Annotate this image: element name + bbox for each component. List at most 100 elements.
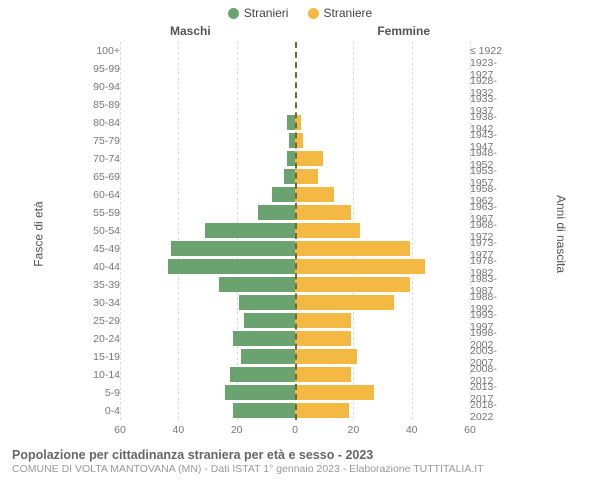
bar-female (295, 133, 303, 148)
table-row: 65-691953-1957 (70, 168, 520, 186)
bar-female (295, 295, 394, 310)
legend-female-label: Straniere (324, 6, 373, 20)
table-row: 95-991923-1927 (70, 60, 520, 78)
bar-female (295, 115, 301, 130)
age-label: 50-54 (70, 225, 126, 237)
legend-swatch-female (308, 8, 319, 19)
age-label: 0-4 (70, 405, 126, 417)
x-tick: 40 (406, 424, 418, 436)
legend: Stranieri Straniere (0, 0, 600, 24)
table-row: 85-891933-1937 (70, 96, 520, 114)
table-row: 15-192003-2007 (70, 348, 520, 366)
legend-male: Stranieri (228, 6, 289, 20)
age-label: 100+ (70, 45, 126, 57)
table-row: 5-92013-2017 (70, 384, 520, 402)
x-tick: 0 (292, 424, 298, 436)
bar-male (244, 313, 295, 328)
legend-male-label: Stranieri (244, 6, 289, 20)
chart-subtitle: COMUNE DI VOLTA MANTOVANA (MN) - Dati IS… (12, 463, 588, 475)
table-row: 0-4 2018-2022 (70, 402, 520, 420)
age-label: 30-34 (70, 297, 126, 309)
bar-pair (126, 169, 464, 184)
bar-female (295, 403, 349, 418)
age-label: 60-64 (70, 189, 126, 201)
legend-swatch-male (228, 8, 239, 19)
legend-female: Straniere (308, 6, 373, 20)
bar-male (258, 205, 295, 220)
age-label: 5-9 (70, 387, 126, 399)
table-row: 75-791943-1947 (70, 132, 520, 150)
table-row: 70-741948-1952 (70, 150, 520, 168)
bar-female (295, 385, 374, 400)
table-row: 60-641958-1962 (70, 186, 520, 204)
birth-label: 2018-2022 (464, 399, 520, 423)
bar-pair (126, 331, 464, 346)
bar-female (295, 331, 351, 346)
bar-pair (126, 349, 464, 364)
table-row: 90-941928-1932 (70, 78, 520, 96)
bar-pair (126, 241, 464, 256)
bar-pair (126, 313, 464, 328)
age-label: 25-29 (70, 315, 126, 327)
table-row: 80-841938-1942 (70, 114, 520, 132)
bar-pair (126, 187, 464, 202)
bar-male (171, 241, 295, 256)
age-label: 75-79 (70, 135, 126, 147)
age-label: 35-39 (70, 279, 126, 291)
y-axis-left-title: Fasce di età (32, 201, 46, 266)
bar-male (287, 151, 295, 166)
x-tick: 20 (231, 424, 243, 436)
bar-pair (126, 205, 464, 220)
chart-rows: 100+≤ 192295-991923-192790-941928-193285… (70, 42, 520, 420)
bar-pair (126, 259, 464, 274)
birth-label: ≤ 1922 (464, 45, 520, 57)
bar-pair (126, 385, 464, 400)
bar-pair (126, 295, 464, 310)
bar-pair (126, 115, 464, 130)
x-tick: 40 (172, 424, 184, 436)
age-label: 40-44 (70, 261, 126, 273)
bar-female (295, 277, 410, 292)
table-row: 55-591963-1967 (70, 204, 520, 222)
age-label: 85-89 (70, 99, 126, 111)
chart-title: Popolazione per cittadinanza straniera p… (12, 448, 588, 462)
age-label: 55-59 (70, 207, 126, 219)
bar-female (295, 169, 318, 184)
column-header-male: Maschi (170, 24, 211, 38)
bar-female (295, 223, 360, 238)
bar-female (295, 259, 425, 274)
table-row: 10-142008-2012 (70, 366, 520, 384)
bar-male (219, 277, 295, 292)
age-label: 95-99 (70, 63, 126, 75)
bar-male (239, 295, 295, 310)
bar-male (287, 115, 295, 130)
bar-male (284, 169, 295, 184)
x-tick: 20 (347, 424, 359, 436)
column-header-female: Femmine (377, 24, 430, 38)
bar-male (233, 331, 295, 346)
bar-pair (126, 97, 464, 112)
bar-male (168, 259, 295, 274)
bar-pair (126, 79, 464, 94)
bar-female (295, 205, 351, 220)
bar-male (241, 349, 295, 364)
bar-pair (126, 223, 464, 238)
table-row: 100+ ≤ 1922 (70, 42, 520, 60)
bar-male (230, 367, 295, 382)
bar-male (233, 403, 295, 418)
x-tick: 60 (464, 424, 476, 436)
x-axis: 6040200204060 (120, 424, 470, 438)
footer: Popolazione per cittadinanza straniera p… (0, 444, 600, 475)
bar-pair (126, 151, 464, 166)
bar-pair (126, 43, 464, 58)
bar-female (295, 367, 351, 382)
x-tick: 60 (114, 424, 126, 436)
age-label: 15-19 (70, 351, 126, 363)
bar-female (295, 151, 323, 166)
pyramid-chart: Maschi Femmine Fasce di età Anni di nasc… (10, 24, 590, 444)
table-row: 45-491973-1977 (70, 240, 520, 258)
bar-female (295, 241, 410, 256)
bar-female (295, 349, 357, 364)
age-label: 80-84 (70, 117, 126, 129)
table-row: 40-441978-1982 (70, 258, 520, 276)
